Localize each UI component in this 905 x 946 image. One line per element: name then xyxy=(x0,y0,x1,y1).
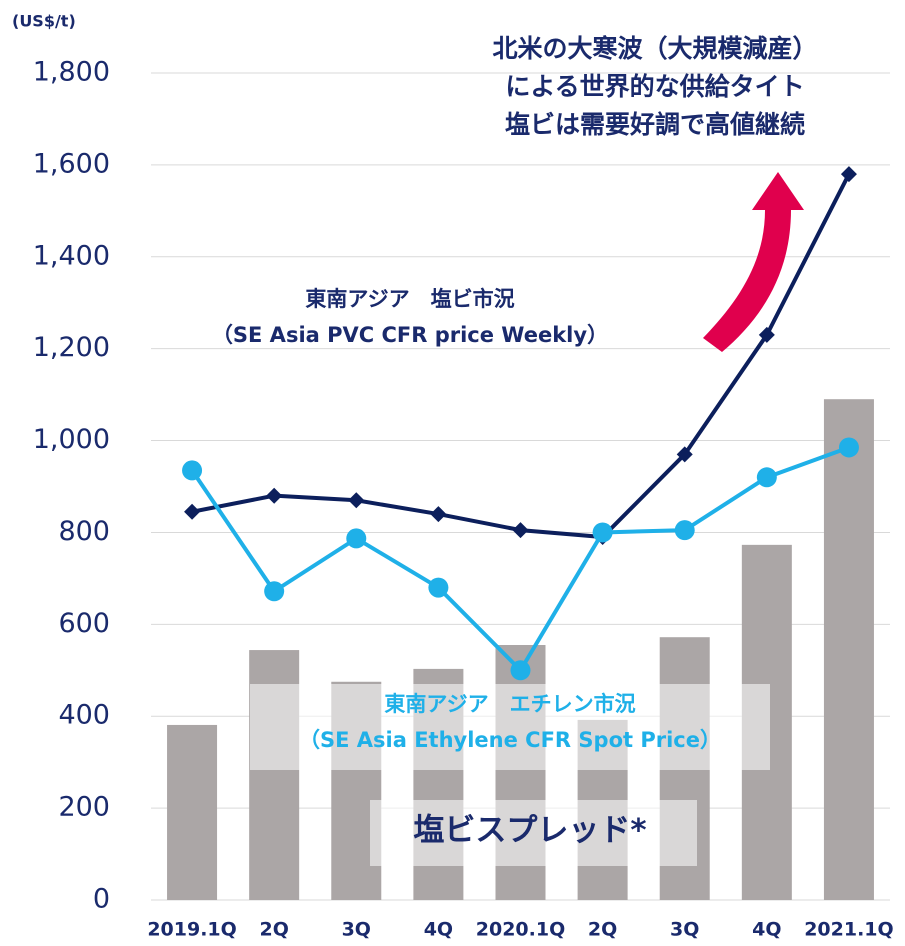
marker xyxy=(756,467,777,488)
bar xyxy=(823,399,874,900)
annotation: 北米の大寒波（大規模減産） xyxy=(492,34,817,63)
y-tick-label: 1,800 xyxy=(33,57,110,88)
label-box xyxy=(250,684,770,770)
y-tick-label: 600 xyxy=(58,608,110,639)
marker xyxy=(592,522,613,543)
y-tick-label: 1,000 xyxy=(33,424,110,455)
x-tick-label: 2020.1Q xyxy=(476,919,565,941)
marker xyxy=(512,522,529,539)
marker xyxy=(264,581,285,602)
x-tick-label: 3Q xyxy=(342,919,371,941)
marker xyxy=(430,506,447,523)
marker xyxy=(348,492,365,509)
series-label-en: （SE Asia Ethylene CFR Spot Price） xyxy=(299,728,721,752)
line xyxy=(191,173,851,540)
x-tick-label: 2019.1Q xyxy=(147,919,236,941)
y-tick-label: 1,400 xyxy=(33,240,110,271)
marker xyxy=(428,577,449,598)
y-tick-label: 1,200 xyxy=(33,332,110,363)
marker xyxy=(674,520,695,541)
trend-arrow xyxy=(703,172,804,352)
series-label: 東南アジア 塩ビ市況 xyxy=(305,287,514,311)
x-tick-label: 2021.1Q xyxy=(804,919,893,941)
series-label: 塩ビスプレッド* xyxy=(413,813,646,849)
annotation: 塩ビは需要好調で高値継続 xyxy=(505,110,805,139)
bar xyxy=(167,724,218,900)
x-tick-label: 4Q xyxy=(424,919,453,941)
unit-label: (US$/t) xyxy=(12,12,76,31)
y-tick-label: 400 xyxy=(58,700,110,731)
series-label: 東南アジア エチレン市況 xyxy=(384,692,635,716)
marker xyxy=(266,487,283,504)
marker xyxy=(676,446,693,463)
marker xyxy=(840,166,857,183)
marker xyxy=(510,660,531,681)
x-tick-label: 4Q xyxy=(752,919,781,941)
marker xyxy=(838,437,859,458)
y-tick-label: 0 xyxy=(93,884,110,915)
marker xyxy=(758,326,775,343)
y-tick-label: 200 xyxy=(58,792,110,823)
x-tick-label: 2Q xyxy=(588,919,617,941)
marker xyxy=(346,528,367,549)
marker xyxy=(184,503,201,520)
series-label-en: （SE Asia PVC CFR price Weekly） xyxy=(212,323,608,347)
x-tick-label: 3Q xyxy=(670,919,699,941)
annotation: による世界的な供給タイト xyxy=(505,72,804,101)
y-tick-label: 1,600 xyxy=(33,148,110,179)
x-tick-label: 2Q xyxy=(259,919,288,941)
marker xyxy=(182,460,203,481)
label-box xyxy=(370,800,697,866)
y-tick-label: 800 xyxy=(58,516,110,547)
